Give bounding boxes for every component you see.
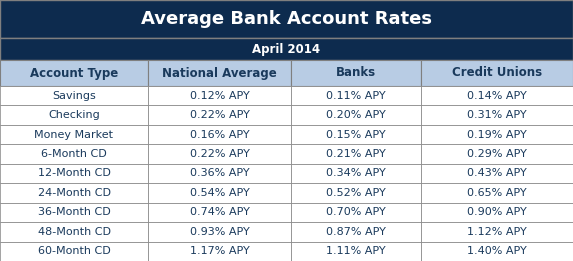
Text: 12-Month CD: 12-Month CD [38, 169, 111, 179]
Bar [421, 105, 573, 125]
Bar [421, 164, 573, 183]
Bar [148, 144, 291, 164]
Bar [421, 60, 573, 86]
Text: 1.40% APY: 1.40% APY [467, 246, 527, 256]
Bar [421, 86, 573, 105]
Text: 60-Month CD: 60-Month CD [38, 246, 111, 256]
Text: Checking: Checking [48, 110, 100, 120]
Text: 0.20% APY: 0.20% APY [326, 110, 386, 120]
Text: 0.12% APY: 0.12% APY [190, 91, 249, 101]
Text: 0.36% APY: 0.36% APY [190, 169, 249, 179]
Text: 0.31% APY: 0.31% APY [467, 110, 527, 120]
Bar [148, 242, 291, 261]
Text: 0.34% APY: 0.34% APY [326, 169, 386, 179]
Text: 0.29% APY: 0.29% APY [467, 149, 527, 159]
Bar [148, 222, 291, 242]
Bar [0, 203, 148, 222]
Text: 0.74% APY: 0.74% APY [190, 207, 249, 217]
Bar [148, 183, 291, 203]
Bar [0, 222, 148, 242]
Bar [291, 86, 421, 105]
Text: 0.14% APY: 0.14% APY [467, 91, 527, 101]
Text: Credit Unions: Credit Unions [452, 67, 542, 80]
Bar [0, 60, 148, 86]
Text: 0.43% APY: 0.43% APY [467, 169, 527, 179]
Bar [291, 203, 421, 222]
Bar [291, 125, 421, 144]
Bar [148, 203, 291, 222]
Text: 36-Month CD: 36-Month CD [38, 207, 111, 217]
Text: 0.15% APY: 0.15% APY [326, 130, 386, 140]
Text: 0.70% APY: 0.70% APY [326, 207, 386, 217]
Text: 1.17% APY: 1.17% APY [190, 246, 249, 256]
Text: Account Type: Account Type [30, 67, 118, 80]
Bar [421, 242, 573, 261]
Bar [0, 144, 148, 164]
Bar [148, 164, 291, 183]
Text: 6-Month CD: 6-Month CD [41, 149, 107, 159]
Bar [0, 242, 148, 261]
Bar [291, 183, 421, 203]
Bar [0, 183, 148, 203]
Bar [421, 144, 573, 164]
Bar [421, 203, 573, 222]
Text: Banks: Banks [336, 67, 376, 80]
Bar [148, 86, 291, 105]
Text: 0.65% APY: 0.65% APY [467, 188, 527, 198]
Text: 0.22% APY: 0.22% APY [190, 110, 249, 120]
Bar [421, 183, 573, 203]
Text: 0.11% APY: 0.11% APY [326, 91, 386, 101]
Bar [0, 38, 573, 60]
Text: Savings: Savings [52, 91, 96, 101]
Text: 0.90% APY: 0.90% APY [467, 207, 527, 217]
Bar [148, 60, 291, 86]
Text: 0.21% APY: 0.21% APY [326, 149, 386, 159]
Bar [291, 164, 421, 183]
Bar [0, 125, 148, 144]
Text: 48-Month CD: 48-Month CD [37, 227, 111, 237]
Bar [291, 105, 421, 125]
Bar [291, 222, 421, 242]
Text: 0.87% APY: 0.87% APY [326, 227, 386, 237]
Text: 0.54% APY: 0.54% APY [190, 188, 249, 198]
Bar [0, 0, 573, 38]
Text: 0.16% APY: 0.16% APY [190, 130, 249, 140]
Bar [0, 105, 148, 125]
Text: Average Bank Account Rates: Average Bank Account Rates [141, 10, 432, 28]
Text: 1.11% APY: 1.11% APY [326, 246, 386, 256]
Text: National Average: National Average [162, 67, 277, 80]
Text: April 2014: April 2014 [253, 43, 320, 56]
Bar [291, 242, 421, 261]
Text: 24-Month CD: 24-Month CD [37, 188, 111, 198]
Bar [421, 222, 573, 242]
Text: 1.12% APY: 1.12% APY [467, 227, 527, 237]
Text: 0.93% APY: 0.93% APY [190, 227, 249, 237]
Text: 0.19% APY: 0.19% APY [467, 130, 527, 140]
Text: 0.22% APY: 0.22% APY [190, 149, 249, 159]
Text: Money Market: Money Market [34, 130, 113, 140]
Bar [421, 125, 573, 144]
Bar [148, 125, 291, 144]
Bar [291, 144, 421, 164]
Bar [148, 105, 291, 125]
Bar [291, 60, 421, 86]
Text: 0.52% APY: 0.52% APY [326, 188, 386, 198]
Bar [0, 164, 148, 183]
Bar [0, 86, 148, 105]
